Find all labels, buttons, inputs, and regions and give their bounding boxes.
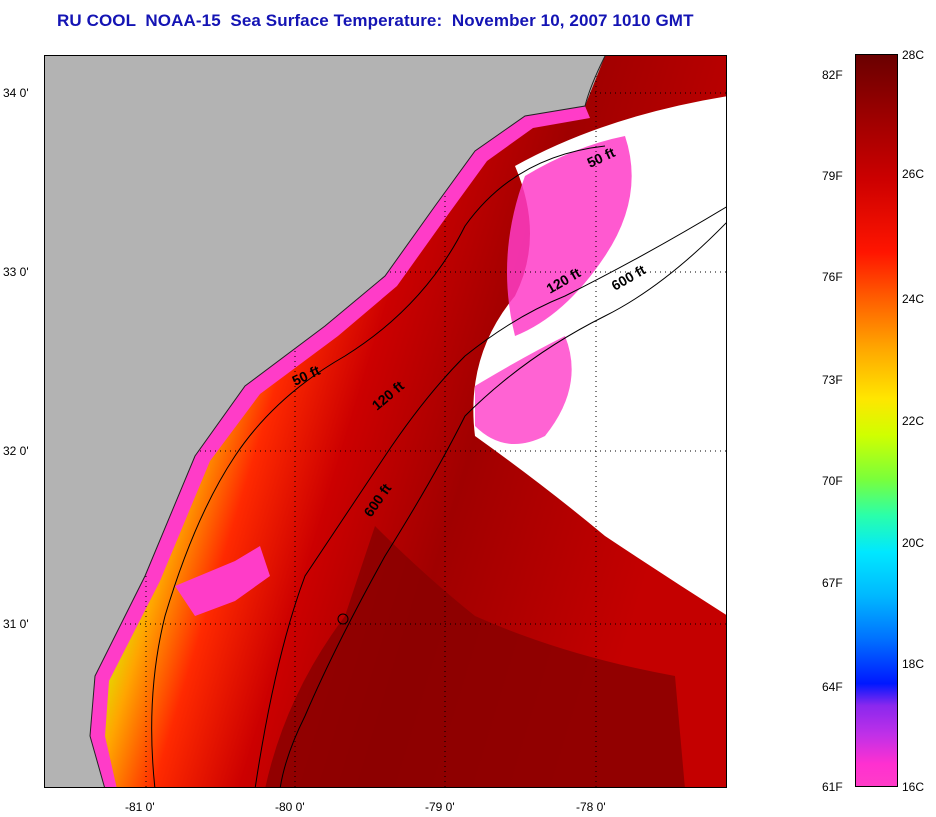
- sst-map: 50 ft 50 ft 120 ft 120 ft 600 ft 600 ft: [44, 55, 727, 788]
- colorbar-label-f: 73F: [822, 373, 843, 387]
- depth-contours: [151, 145, 726, 787]
- cloud-cover-pink: [507, 136, 632, 336]
- colorbar-label-c: 18C: [902, 657, 925, 671]
- x-tick-label: -79 0': [425, 800, 455, 814]
- colorbar-label-c: 22C: [902, 414, 925, 428]
- colorbar-label-c: 26C: [902, 167, 925, 181]
- colorbar-label-f: 61F: [822, 780, 843, 794]
- lat-lon-grid: [45, 56, 726, 787]
- inland-patch: [175, 546, 270, 616]
- colorbar-label-f: 82F: [822, 68, 843, 82]
- colorbar-label-f: 70F: [822, 474, 843, 488]
- cloud-cover-pink-2: [475, 336, 572, 444]
- y-tick-label: 32 0': [3, 444, 29, 458]
- station-marker: [337, 613, 349, 625]
- y-tick-label: 31 0': [3, 617, 29, 631]
- colorbar-label-f: 67F: [822, 576, 843, 590]
- temperature-colorbar: [855, 54, 898, 787]
- sst-map-canvas: 50 ft 50 ft 120 ft 120 ft 600 ft 600 ft: [45, 56, 726, 787]
- colorbar-label-f: 76F: [822, 270, 843, 284]
- colorbar-label-f: 79F: [822, 169, 843, 183]
- colorbar-label-c: 16C: [902, 780, 925, 794]
- x-tick-label: -78 0': [576, 800, 606, 814]
- land-mass: [45, 56, 605, 787]
- map-title: RU COOL NOAA-15 Sea Surface Temperature:…: [57, 11, 694, 30]
- x-tick-label: -80 0': [275, 800, 305, 814]
- colorbar-label-c: 28C: [902, 48, 925, 62]
- colorbar-label-f: 64F: [822, 680, 843, 694]
- gulf-stream-core: [265, 526, 685, 787]
- colorbar-label-c: 24C: [902, 292, 925, 306]
- y-tick-label: 34 0': [3, 86, 29, 100]
- coastline: [89, 56, 606, 787]
- y-tick-label: 33 0': [3, 265, 29, 279]
- x-tick-label: -81 0': [125, 800, 155, 814]
- colorbar-label-c: 20C: [902, 536, 925, 550]
